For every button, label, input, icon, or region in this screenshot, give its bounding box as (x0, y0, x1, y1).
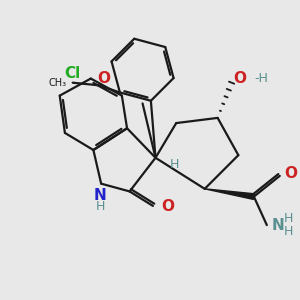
Text: O: O (161, 200, 174, 214)
Text: H: H (95, 200, 105, 213)
Text: N: N (272, 218, 285, 232)
Text: N: N (94, 188, 106, 202)
Text: H: H (284, 212, 293, 225)
Polygon shape (205, 189, 254, 200)
Text: CH₃: CH₃ (48, 78, 67, 88)
Text: H: H (170, 158, 179, 171)
Text: O: O (97, 70, 110, 86)
Text: O: O (285, 166, 298, 181)
Text: H: H (284, 225, 293, 238)
Text: O: O (233, 71, 246, 86)
Text: Cl: Cl (64, 66, 81, 81)
Text: -H: -H (254, 72, 268, 85)
